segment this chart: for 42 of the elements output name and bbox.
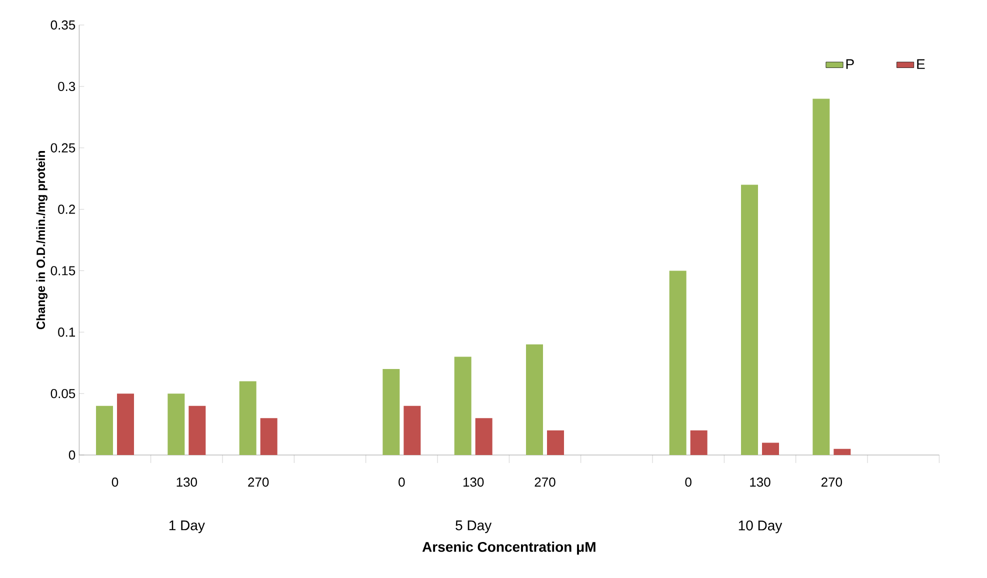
y-tick-label: 0.1 — [58, 328, 76, 337]
y-tick-label: 0.3 — [58, 82, 76, 92]
x-tick-label: 130 — [176, 478, 198, 487]
x-tick-label: 130 — [750, 478, 770, 487]
bar — [547, 430, 564, 455]
legend-label: P — [846, 59, 854, 69]
y-tick-label: 0.2 — [58, 204, 75, 214]
text: 10 Day — [738, 520, 782, 534]
bar — [239, 381, 256, 455]
y-tick-label: 0.05 — [50, 388, 76, 398]
legend-label: E — [917, 59, 925, 69]
x-tick-label: 270 — [821, 478, 842, 487]
bar — [834, 448, 851, 455]
x-tick-label: 130 — [463, 478, 484, 487]
bar — [260, 418, 278, 455]
x-tick-label: 0 — [685, 478, 692, 487]
bar — [96, 406, 113, 455]
bar — [690, 430, 708, 455]
bar — [526, 344, 544, 455]
x-tick-label: 270 — [534, 478, 556, 487]
bar — [168, 394, 185, 455]
y-tick-label: 0.35 — [50, 20, 76, 30]
bar — [762, 442, 780, 455]
x-tick-label: 270 — [248, 478, 269, 487]
y-tick-label: 0 — [68, 450, 76, 460]
x-tick-label: 0 — [112, 478, 118, 487]
bar — [382, 369, 400, 455]
bar — [741, 184, 758, 455]
text: 5 Day — [456, 520, 492, 534]
bar — [454, 356, 472, 455]
bar — [117, 394, 134, 455]
bar — [475, 418, 492, 455]
y-axis-title: Change in O.D./min./mg protein — [36, 151, 48, 330]
x-tick-label: 0 — [398, 478, 405, 487]
y-tick-label: 0.15 — [50, 266, 76, 276]
x-axis-title: Arsenic Concentration μM — [422, 542, 596, 555]
bar — [404, 406, 421, 455]
bar — [812, 98, 830, 455]
bar — [669, 270, 686, 455]
y-tick-label: 0.25 — [50, 143, 76, 152]
text: 1 Day — [169, 520, 205, 534]
bar — [188, 406, 206, 455]
